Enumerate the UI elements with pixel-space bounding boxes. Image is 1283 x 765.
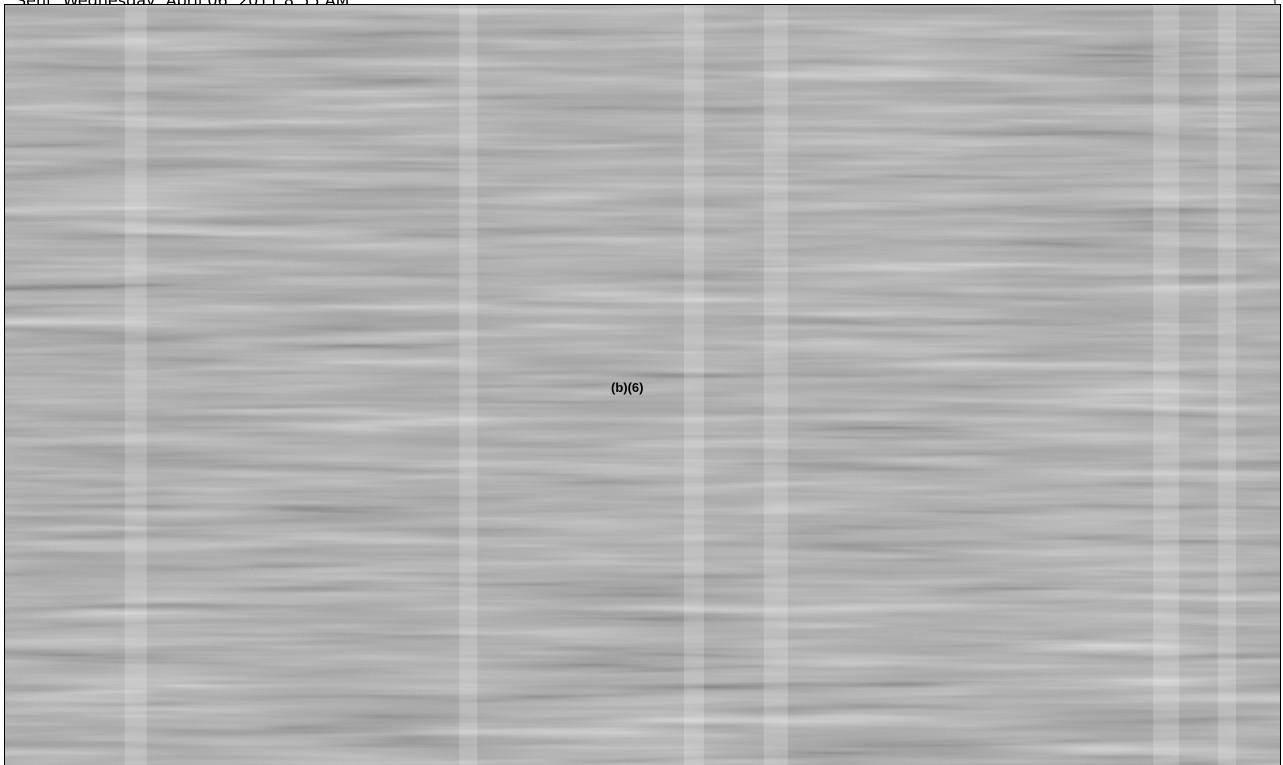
exemption-code-label: (b)(6) xyxy=(610,380,645,395)
redaction-noise-texture xyxy=(5,5,1280,765)
redaction-box: (b)(6) xyxy=(4,4,1281,765)
